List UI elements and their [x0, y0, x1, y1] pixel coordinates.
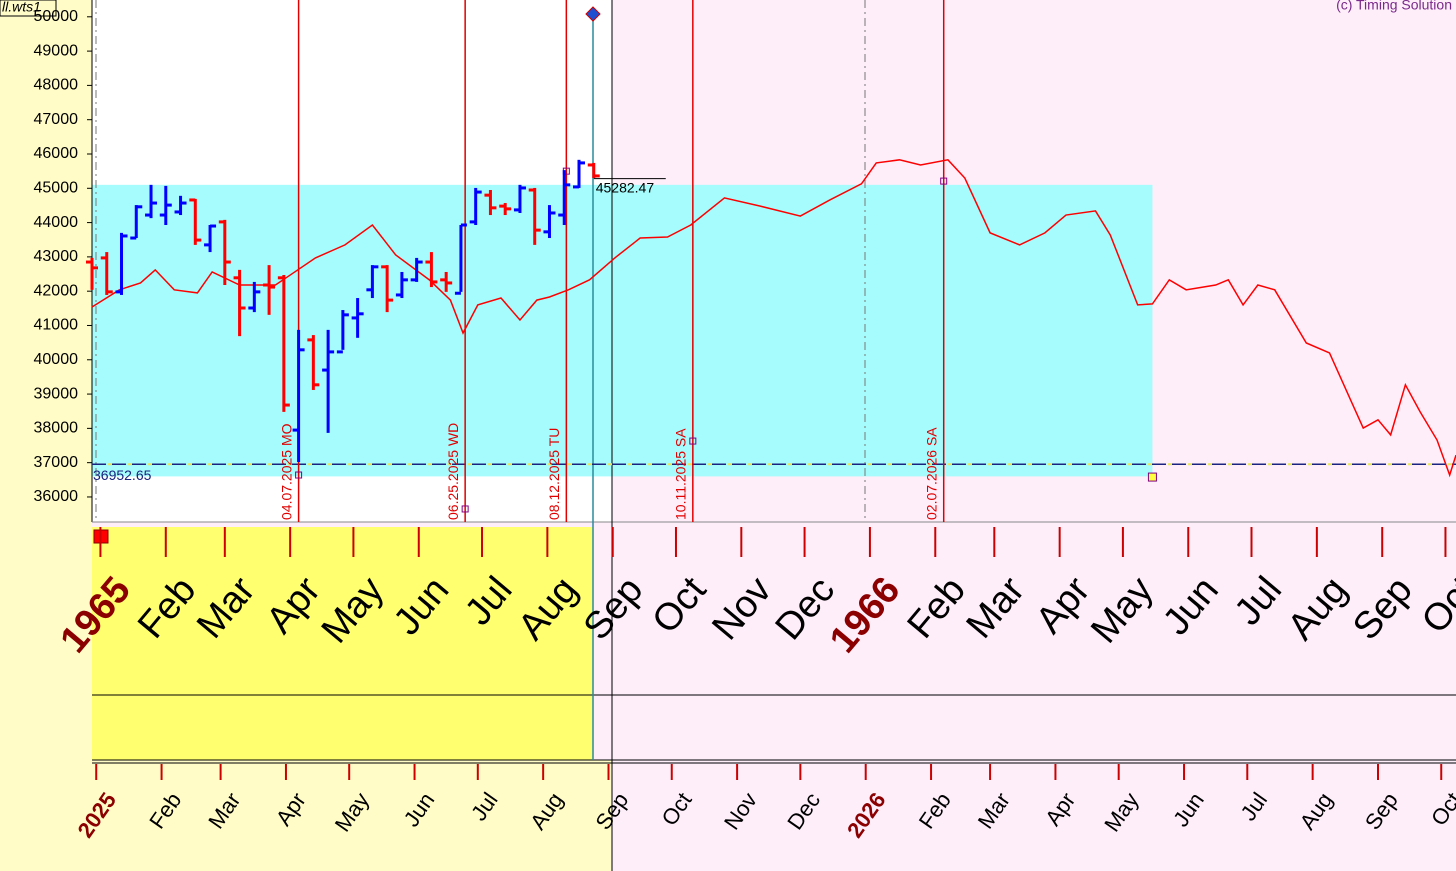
event-label: 02.07.2026 SA: [923, 427, 939, 520]
zone-end-marker: [1147, 472, 1157, 482]
event-marker: [689, 437, 697, 445]
zone: [92, 184, 1153, 477]
last-price-label: 45282.47: [596, 179, 655, 195]
y-tick-label: 36000: [34, 488, 79, 505]
event-label: 06.25.2025 WD: [445, 423, 461, 520]
y-tick-label: 39000: [34, 385, 79, 402]
event-marker: [940, 177, 948, 185]
y-tick-label: 37000: [34, 454, 79, 471]
top-axis-past: [92, 527, 593, 760]
y-tick-label: 44000: [34, 214, 79, 231]
current-marker: [585, 6, 601, 22]
copyright: (c) Timing Solution: [1336, 0, 1452, 13]
y-tick-label: 48000: [34, 77, 79, 94]
y-tick-label: 50000: [34, 8, 79, 25]
forecast-line: [91, 159, 1456, 478]
y-tick-label: 43000: [34, 248, 79, 265]
zone-layer: [92, 184, 1153, 477]
event-label: 10.11.2025 SA: [673, 428, 689, 520]
event-label: 08.12.2025 TU: [546, 428, 562, 520]
y-tick-label: 40000: [34, 351, 79, 368]
file-label-box: [0, 0, 57, 17]
y-tick-label: 45000: [34, 180, 79, 197]
event-marker: [295, 471, 303, 479]
support-label: 36952.65: [93, 467, 152, 483]
y-tick-label: 41000: [34, 317, 79, 334]
event-label: 04.07.2025 MO: [278, 423, 294, 520]
y-tick-label: 47000: [34, 111, 79, 128]
y-tick-label: 46000: [34, 145, 79, 162]
y-tick-label: 49000: [34, 42, 79, 59]
y-tick-label: 38000: [34, 420, 79, 437]
bottom-axis-past: [92, 760, 612, 871]
file-label: ll.wts1: [2, 0, 41, 15]
event-marker: [461, 505, 469, 513]
left-panel: [0, 0, 92, 871]
y-tick-label: 42000: [34, 282, 79, 299]
